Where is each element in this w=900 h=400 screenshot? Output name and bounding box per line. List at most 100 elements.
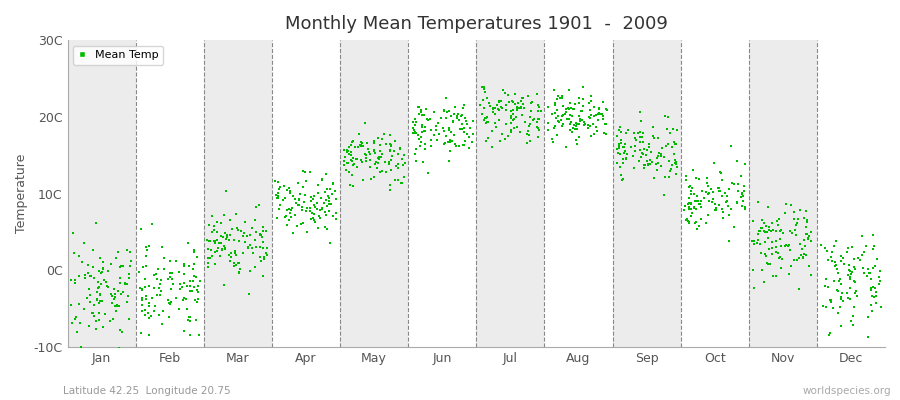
Point [612, 140, 626, 147]
Point [764, 251, 778, 258]
Point [464, 139, 479, 145]
Point [819, 248, 833, 255]
Point [114, 291, 129, 297]
Point [483, 102, 498, 109]
Point [658, 112, 672, 119]
Point [500, 92, 515, 98]
Point [246, 250, 260, 256]
Point [456, 142, 471, 148]
Point [236, 233, 250, 239]
Point [258, 250, 273, 256]
Point [521, 128, 535, 134]
Point [172, 269, 186, 276]
Point [724, 206, 738, 212]
Point [81, 286, 95, 292]
Point [712, 202, 726, 208]
Point [436, 125, 451, 131]
Point [734, 203, 749, 210]
Point [637, 165, 652, 171]
Point [753, 225, 768, 232]
Point [774, 226, 788, 233]
Point [67, 250, 81, 257]
Point [861, 270, 876, 276]
Point [619, 156, 634, 162]
Point [147, 272, 161, 278]
Point [598, 131, 613, 137]
Point [788, 222, 803, 228]
Point [222, 232, 237, 238]
Point [530, 91, 544, 97]
Point [774, 265, 788, 271]
Point [454, 112, 469, 119]
Point [569, 120, 583, 126]
Point [315, 176, 329, 183]
Point [591, 116, 606, 123]
Point [562, 116, 576, 122]
Point [726, 224, 741, 230]
Point [205, 212, 220, 219]
Point [293, 191, 308, 197]
Point [374, 154, 389, 161]
Point [108, 291, 122, 297]
Point [545, 136, 560, 143]
Point [618, 141, 633, 148]
Point [504, 108, 518, 114]
Point [874, 304, 888, 310]
Point [834, 323, 849, 329]
Point [511, 100, 526, 106]
Point [319, 208, 333, 215]
Point [141, 309, 156, 316]
Point [560, 115, 574, 122]
Point [668, 141, 682, 148]
Point [824, 254, 838, 260]
Point [547, 100, 562, 106]
Point [228, 250, 242, 256]
Point [833, 294, 848, 300]
Point [186, 272, 201, 279]
Point [398, 160, 412, 166]
Point [357, 151, 372, 157]
Point [440, 108, 454, 115]
Point [707, 207, 722, 213]
Point [788, 227, 802, 233]
Point [379, 169, 393, 175]
Point [66, 320, 80, 326]
Point [95, 324, 110, 330]
Point [547, 110, 562, 116]
Point [409, 130, 423, 136]
Point [478, 89, 492, 96]
Point [688, 198, 703, 204]
Point [223, 216, 238, 223]
Point [362, 148, 376, 155]
Point [224, 250, 238, 256]
Point [831, 288, 845, 294]
Point [491, 116, 506, 123]
Point [498, 136, 512, 142]
Point [784, 262, 798, 269]
Point [499, 102, 513, 108]
Point [690, 226, 705, 232]
Point [449, 143, 464, 149]
Point [118, 280, 132, 286]
Point [67, 230, 81, 236]
Point [851, 255, 866, 262]
Point [92, 309, 106, 316]
Point [832, 276, 847, 282]
Point [734, 190, 749, 196]
Point [391, 177, 405, 184]
Point [504, 120, 518, 126]
Point [578, 121, 592, 127]
Point [641, 161, 655, 168]
Point [344, 142, 358, 149]
Point [458, 115, 473, 122]
Point [566, 106, 580, 112]
Point [846, 312, 860, 319]
Point [717, 190, 732, 196]
Point [408, 115, 422, 122]
Point [522, 132, 536, 138]
Point [359, 152, 374, 158]
Point [323, 186, 338, 192]
Point [836, 255, 850, 262]
Point [345, 171, 359, 178]
Point [241, 244, 256, 251]
